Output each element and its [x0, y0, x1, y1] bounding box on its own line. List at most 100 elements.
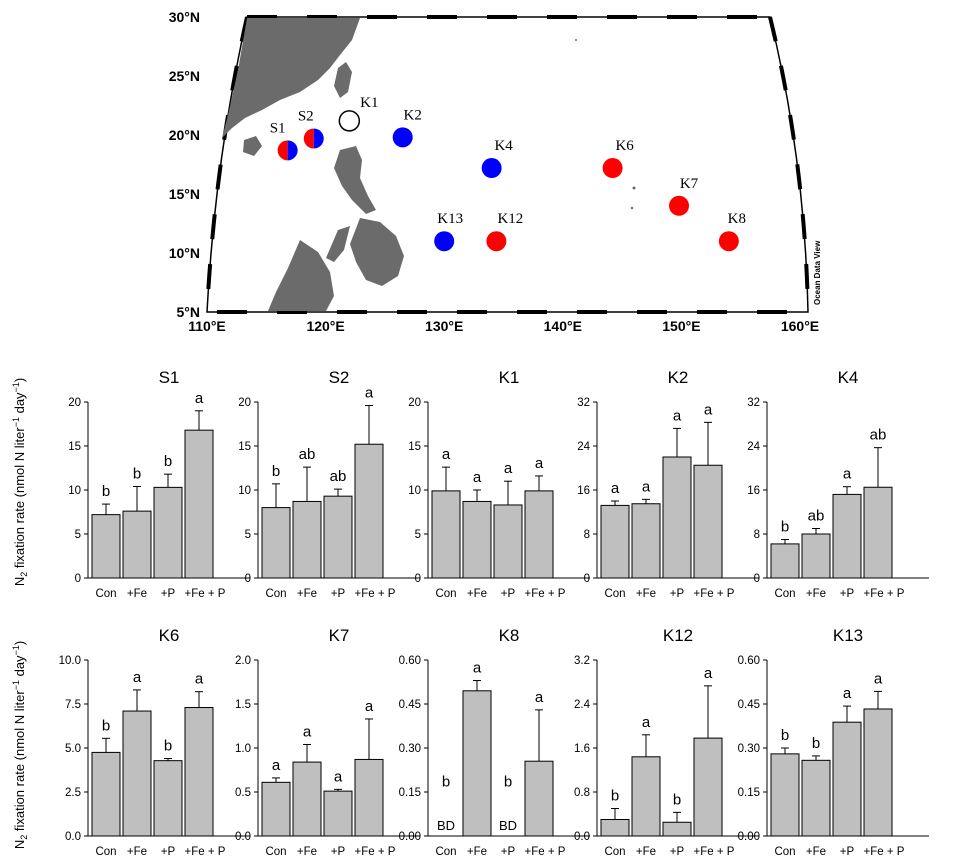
significance-label: b [781, 727, 789, 744]
station-dot [602, 158, 623, 179]
station-marker-s2: S2 [298, 109, 324, 149]
lat-tick-label: 30°N [169, 9, 200, 25]
bar [662, 821, 692, 837]
station-dot [718, 231, 739, 252]
lon-tick-label: 160°E [781, 318, 819, 334]
y-tick-label: 8 [754, 529, 760, 541]
significance-label: a [334, 768, 343, 785]
significance-label: b [504, 774, 512, 791]
bar [462, 500, 492, 579]
lat-tick-label: 15°N [169, 186, 200, 202]
bar [493, 504, 523, 579]
panel-title: K12 [663, 626, 693, 645]
lon-tick-label: 120°E [306, 318, 344, 334]
significance-label: a [704, 665, 713, 682]
lon-tick-label: 110°E [188, 318, 226, 334]
odv-watermark: Ocean Data View [813, 240, 822, 305]
y-tick-label: 2.5 [65, 787, 81, 799]
y-tick-label: 0.30 [399, 743, 421, 755]
station-marker-k1: K1 [338, 95, 378, 132]
station-label: K13 [437, 211, 463, 227]
y-tick-label: 1.5 [235, 699, 251, 711]
bar [693, 464, 723, 579]
station-marker-k8: K8 [718, 211, 746, 252]
lat-tick-label: 20°N [169, 127, 200, 143]
x-tick-label: +P [501, 846, 516, 857]
station-marker-s1: S1 [270, 120, 298, 161]
significance-label: b [102, 483, 110, 500]
x-tick-label: +P [840, 588, 855, 600]
significance-label: a [673, 407, 682, 424]
significance-label: a [195, 671, 204, 688]
significance-label: a [365, 698, 374, 715]
significance-label: a [195, 390, 204, 407]
panel-k2: K2 0 8 16 24 32 a Con a +Fe a +P a +Fe + P [577, 368, 759, 600]
y-tick-label: 15 [238, 441, 251, 453]
x-tick-label: +Fe + P [355, 588, 396, 600]
below-detection-label: BD [499, 818, 517, 833]
y-tick-label: 0.5 [235, 787, 251, 799]
x-tick-label: +Fe + P [694, 846, 735, 857]
significance-label: a [442, 446, 451, 463]
x-tick-label: +P [840, 846, 855, 857]
x-tick-label: +P [670, 846, 685, 857]
y-tick-label: 0.45 [738, 699, 760, 711]
panel-title: K8 [499, 626, 520, 645]
significance-label: a [473, 660, 482, 677]
significance-label: a [843, 685, 852, 702]
station-dot [669, 195, 690, 216]
bar [153, 486, 183, 579]
bar [354, 758, 384, 837]
y-tick-label: 0.45 [399, 699, 421, 711]
y-tick-label: 0.00 [399, 831, 421, 843]
panel-title: K1 [499, 368, 520, 387]
station-label: K2 [404, 107, 422, 123]
bar [693, 737, 723, 837]
station-marker-k2: K2 [392, 107, 422, 148]
station-label: K12 [497, 211, 523, 227]
y-tick-label: 5 [415, 529, 421, 541]
significance-label: a [642, 714, 651, 731]
panel-title: K4 [838, 368, 859, 387]
y-tick-label: 0.60 [399, 655, 421, 667]
land-hainan [243, 136, 262, 156]
y-tick-label: 1.6 [574, 743, 590, 755]
y-tick-label: 2.4 [574, 699, 591, 711]
y-tick-label: 7.5 [65, 699, 81, 711]
x-tick-label: +Fe + P [185, 846, 226, 857]
x-tick-label: +Fe [467, 588, 487, 600]
y-tick-label: 0 [245, 573, 251, 585]
bar [354, 443, 384, 579]
y-tick-label: 2.0 [235, 655, 251, 667]
y-tick-label: 0.15 [399, 787, 421, 799]
station-label: K1 [360, 95, 378, 111]
y-tick-label: 5 [245, 529, 251, 541]
significance-label: a [642, 478, 651, 495]
y-tick-label: 0 [754, 573, 760, 585]
x-tick-label: +Fe [636, 846, 656, 857]
panel-s2: S2 0 5 10 15 20 b Con ab +Fe ab +P a +Fe + P [238, 368, 420, 600]
panel-k7: K7 0.0 0.5 1.0 1.5 2.0 a Con a +Fe a +P a +Fe + P [235, 626, 420, 857]
bar [600, 504, 630, 579]
bar [600, 819, 630, 837]
bar [524, 760, 554, 837]
lon-tick-label: 130°E [425, 318, 463, 334]
x-tick-label: +Fe [806, 588, 826, 600]
x-tick-label: Con [774, 588, 795, 600]
x-tick-label: +P [331, 846, 346, 857]
station-marker-k6: K6 [602, 138, 634, 179]
land-china [222, 18, 360, 138]
significance-label: b [272, 463, 280, 480]
station-marker-k4: K4 [481, 138, 513, 179]
significance-label: b [611, 788, 619, 805]
below-detection-label: BD [437, 818, 455, 833]
y-tick-label: 0.8 [574, 787, 590, 799]
x-tick-label: +Fe [467, 846, 487, 857]
panel-k4: K4 0 8 16 24 32 b Con ab +Fe a +P ab +Fe + P [747, 368, 929, 600]
y-tick-label: 5.0 [65, 743, 81, 755]
significance-label: b [673, 791, 681, 808]
bar [770, 753, 800, 837]
y-tick-label: 0.0 [65, 831, 81, 843]
bar [122, 510, 152, 579]
